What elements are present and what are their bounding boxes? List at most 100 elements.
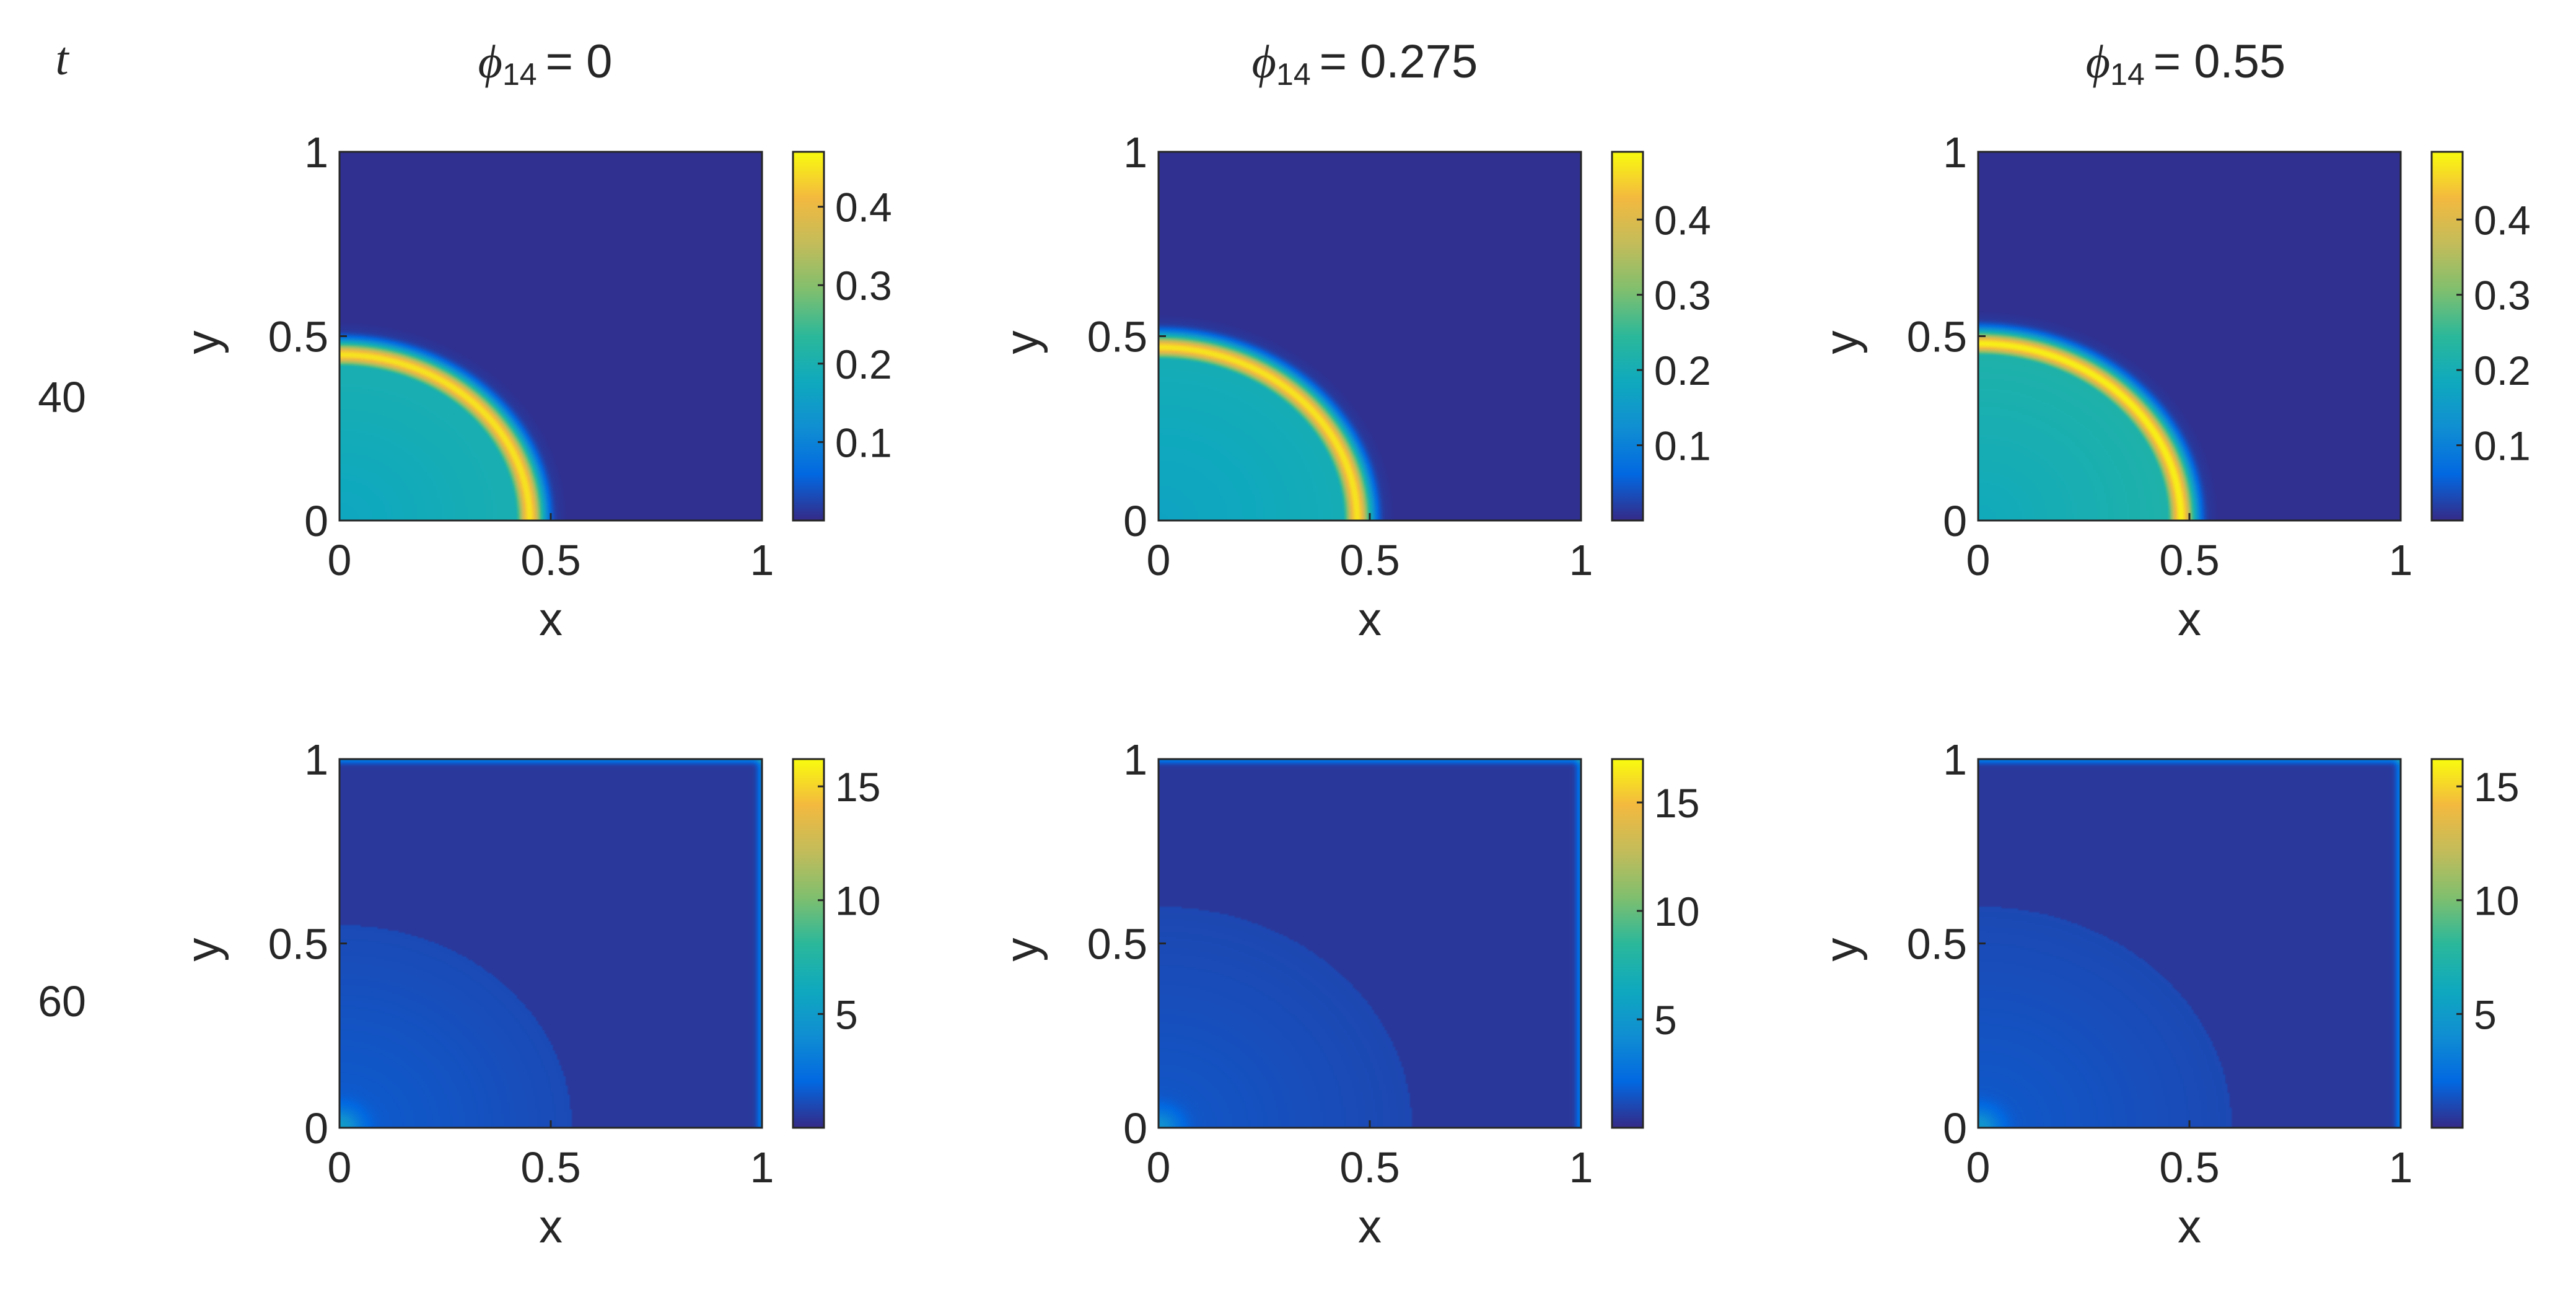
x-tick-label: 1: [750, 1143, 774, 1192]
y-tick-label: 0: [1943, 1104, 1967, 1153]
y-tick-label: 0: [1943, 497, 1967, 545]
x-tick-label: 0: [1966, 536, 1991, 584]
y-axis-label: y: [177, 938, 229, 962]
colorbar-tick-label: 0.2: [2474, 348, 2531, 393]
heatmap-image: [1159, 759, 1581, 1128]
colorbar-gradient: [2430, 151, 2464, 522]
x-tick-label: 0.5: [2159, 536, 2219, 584]
y-tick-label: 0.5: [1087, 313, 1147, 361]
x-axis-label: x: [2178, 1200, 2201, 1253]
colorbar-tick-label: 5: [1654, 997, 1677, 1043]
heatmap-image: [1978, 152, 2401, 521]
x-tick-label: 1: [1569, 536, 1593, 584]
colorbar: 0.1 0.2 0.3 0.4: [1611, 151, 1711, 522]
colorbar: 0.1 0.2 0.3 0.4: [792, 151, 892, 522]
x-axis-label: x: [1358, 1200, 1382, 1253]
heatmap-panel-2: 0 0.5 1 0 0.5 1 x y 0.1 0.2 0.3 0.4: [996, 128, 1711, 646]
x-tick-label: 0: [1966, 1143, 1991, 1192]
colorbar: 5 10 15: [792, 758, 880, 1129]
row-label-2: 60: [38, 977, 86, 1026]
colorbar-tick-label: 0.2: [1654, 348, 1711, 393]
colorbar-tick-label: 0.3: [1654, 273, 1711, 319]
y-axis-label: y: [1815, 938, 1868, 962]
colorbar: 5 10 15: [1611, 758, 1699, 1129]
colorbar-gradient: [1611, 758, 1644, 1129]
colorbar-tick-label: 0.1: [835, 420, 892, 465]
column-header-symbol: ϕ: [2086, 36, 2110, 88]
colorbar-tick-label: 15: [2474, 764, 2519, 810]
x-tick-label: 0: [328, 536, 352, 584]
x-tick-label: 1: [2389, 536, 2413, 584]
x-tick-label: 0.5: [1339, 1143, 1400, 1192]
y-axis-label: y: [996, 938, 1048, 962]
column-header-value: = 0.55: [2153, 35, 2285, 88]
colorbar-tick-label: 5: [2474, 991, 2497, 1037]
colorbar-tick-label: 0.4: [1654, 197, 1711, 243]
colorbar-tick-label: 0.4: [835, 185, 892, 231]
column-header-subscript: 14: [502, 57, 537, 92]
x-tick-label: 0.5: [520, 536, 580, 584]
colorbar: 5 10 15: [2430, 758, 2519, 1129]
colorbar-tick-label: 0.4: [2474, 197, 2531, 243]
y-tick-label: 1: [304, 736, 328, 784]
column-header-value: = 0.275: [1320, 35, 1478, 88]
x-tick-label: 1: [2389, 1143, 2413, 1192]
column-header-symbol: ϕ: [478, 36, 502, 88]
y-tick-label: 0: [304, 497, 328, 545]
x-tick-label: 0: [1147, 1143, 1171, 1192]
x-tick-label: 0.5: [520, 1143, 580, 1192]
column-header-3: ϕ14 = 0.55: [2086, 35, 2285, 92]
heatmap-image: [1978, 759, 2401, 1128]
colorbar-tick-label: 0.3: [2474, 273, 2531, 319]
y-tick-label: 0.5: [1907, 313, 1967, 361]
x-tick-label: 0.5: [2159, 1143, 2219, 1192]
y-tick-label: 0: [1123, 497, 1147, 545]
y-tick-label: 1: [304, 128, 328, 177]
colorbar-tick-label: 15: [835, 764, 880, 810]
y-tick-label: 1: [1943, 128, 1967, 177]
colorbar-gradient: [792, 151, 825, 522]
y-tick-label: 0: [1123, 1104, 1147, 1153]
x-tick-label: 0: [328, 1143, 352, 1192]
y-tick-label: 1: [1123, 128, 1147, 177]
x-tick-label: 0.5: [1339, 536, 1400, 584]
y-tick-label: 0.5: [1087, 920, 1147, 969]
x-axis-label: x: [2178, 593, 2201, 646]
y-tick-label: 0.5: [268, 920, 328, 969]
column-header-1: ϕ14 = 0: [478, 35, 613, 92]
colorbar: 0.1 0.2 0.3 0.4: [2430, 151, 2531, 522]
colorbar-gradient: [792, 758, 825, 1129]
y-tick-label: 0.5: [268, 313, 328, 361]
column-header-subscript: 14: [1276, 57, 1311, 92]
column-header-2: ϕ14 = 0.275: [1252, 35, 1478, 92]
y-tick-label: 1: [1123, 736, 1147, 784]
y-tick-label: 0.5: [1907, 920, 1967, 969]
svg-text:ϕ14= 0.55: ϕ14 = 0.55: [2086, 35, 2285, 92]
x-axis-label: x: [1358, 593, 1382, 646]
y-tick-label: 0: [304, 1104, 328, 1153]
svg-text:ϕ14= 0.275: ϕ14 = 0.275: [1252, 35, 1478, 92]
column-header-subscript: 14: [2110, 57, 2145, 92]
row-header-label: t: [55, 33, 69, 85]
row-label-1: 40: [38, 373, 86, 421]
colorbar-tick-label: 5: [835, 991, 858, 1037]
x-axis-label: x: [539, 593, 563, 646]
colorbar-tick-label: 10: [835, 878, 880, 924]
colorbar-tick-label: 0.1: [1654, 423, 1711, 469]
heatmap-image: [1159, 152, 1581, 521]
heatmap-panel-3: 0 0.5 1 0 0.5 1 x y 0.1 0.2 0.3 0.4: [1815, 128, 2531, 646]
colorbar-gradient: [1611, 151, 1644, 522]
column-header-value: = 0: [546, 35, 613, 88]
x-tick-label: 0: [1147, 536, 1171, 584]
heatmap-panel-1: 0 0.5 1 0 0.5 1 x y 0.1 0.2 0.3 0.4: [177, 128, 892, 646]
y-axis-label: y: [996, 331, 1048, 354]
colorbar-tick-label: 0.1: [2474, 423, 2531, 469]
column-header-symbol: ϕ: [1252, 36, 1276, 88]
y-tick-label: 1: [1943, 736, 1967, 784]
colorbar-tick-label: 10: [1654, 889, 1699, 934]
